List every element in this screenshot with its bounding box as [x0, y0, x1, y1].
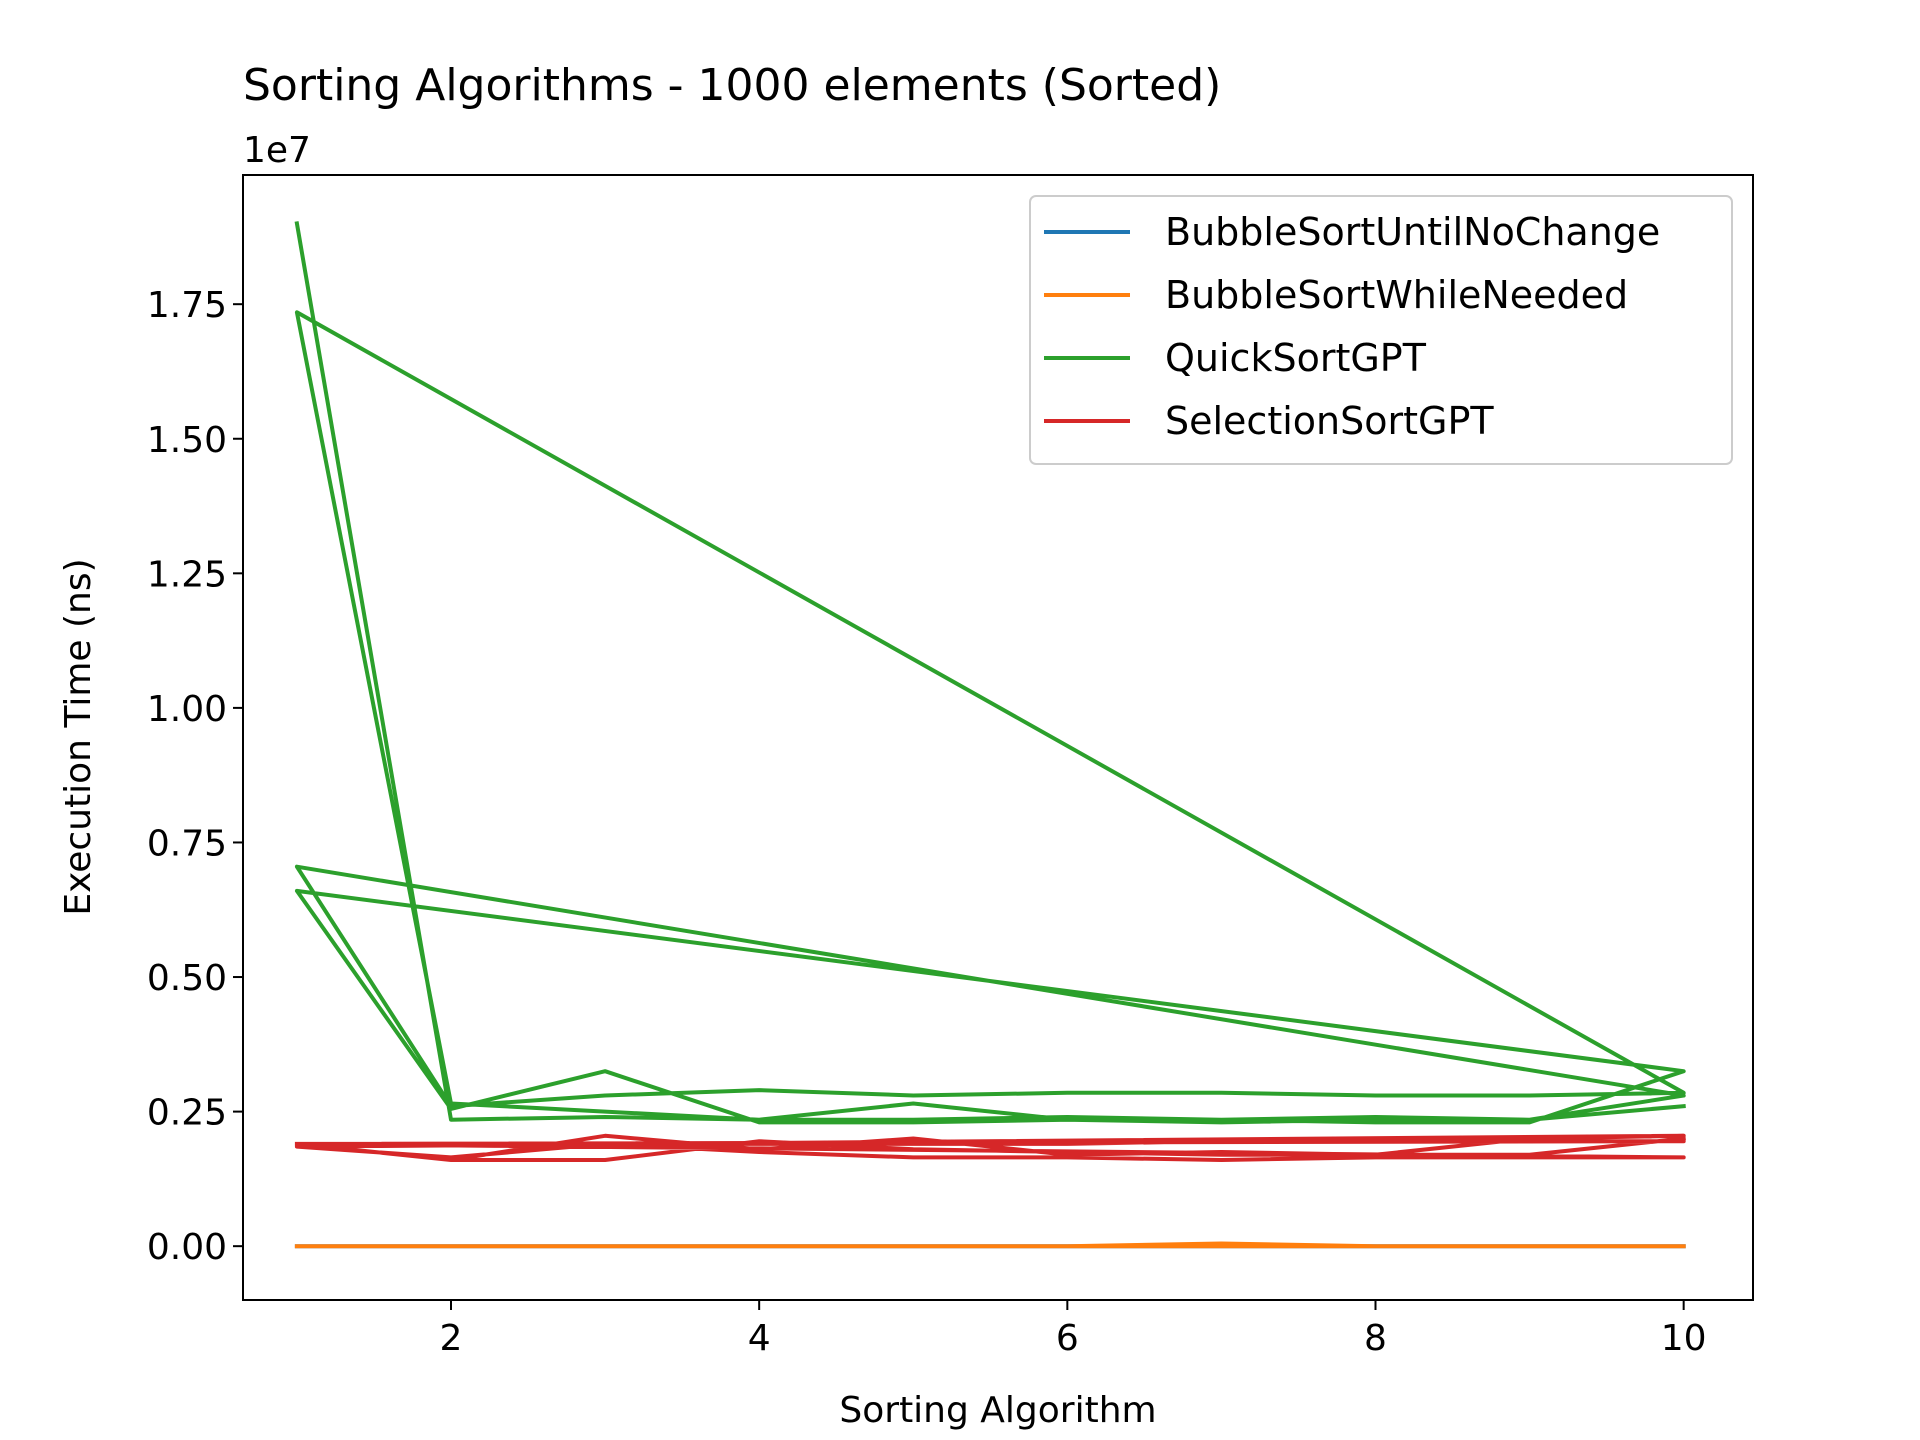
legend-entry-label: BubbleSortWhileNeeded — [1165, 273, 1628, 317]
series-layer — [294, 221, 1686, 1249]
axes-frame — [242, 174, 1754, 1301]
legend-box — [1029, 195, 1733, 465]
x-tick-label: 4 — [748, 1318, 771, 1359]
x-tick-label: 10 — [1661, 1318, 1707, 1359]
legend-entry-label: BubbleSortUntilNoChange — [1165, 210, 1660, 254]
y-axis-offset-label: 1e7 — [243, 130, 311, 171]
y-tick-label: 1.75 — [147, 285, 227, 326]
legend-entry-label: SelectionSortGPT — [1165, 399, 1494, 443]
legend-entry-label: QuickSortGPT — [1165, 336, 1427, 380]
series-line-bubblesortwhileneeded — [294, 1241, 1686, 1249]
x-tick-label: 6 — [1056, 1318, 1079, 1359]
y-tick-label: 1.00 — [147, 689, 227, 730]
y-tick-label: 1.50 — [147, 420, 227, 461]
y-tick-label: 1.25 — [147, 554, 227, 595]
x-axis-label: Sorting Algorithm — [839, 1390, 1156, 1431]
x-tick-label: 8 — [1364, 1318, 1387, 1359]
legend: BubbleSortUntilNoChange BubbleSortWhileNe… — [1029, 195, 1733, 465]
y-tick-label: 0.25 — [147, 1093, 227, 1134]
series-line-quicksortgpt — [294, 221, 1686, 1125]
y-tick-label: 0.50 — [147, 958, 227, 999]
legend-items: BubbleSortUntilNoChange BubbleSortWhileNe… — [1044, 210, 1660, 443]
y-axis-label: Execution Time (ns) — [58, 558, 99, 915]
y-tick-label: 0.75 — [147, 823, 227, 864]
series-line-selectionsortgpt — [294, 1133, 1686, 1162]
y-axis-ticks: 0.00 0.25 0.50 0.75 1.00 1.25 1.50 1.75 — [147, 285, 243, 1268]
y-tick-label: 0.00 — [147, 1227, 227, 1268]
plot-area: 2 4 6 8 10 0.00 0.25 0.50 0.75 1.00 1.25 1.50 1.75 — [147, 174, 1754, 1359]
chart-title: Sorting Algorithms - 1000 elements (Sort… — [243, 60, 1221, 111]
x-axis-ticks: 2 4 6 8 10 — [440, 1300, 1707, 1359]
x-tick-label: 2 — [440, 1318, 463, 1359]
